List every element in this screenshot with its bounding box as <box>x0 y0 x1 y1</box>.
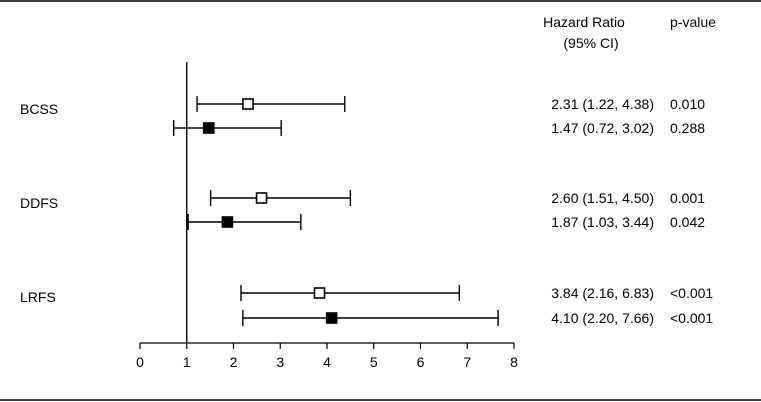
hazard-ratio-value: 1.47 (0.72, 3.02) <box>551 120 654 136</box>
point-estimate-open <box>242 98 254 110</box>
x-tick-label: 1 <box>183 354 191 370</box>
x-axis: 0 1 2 3 4 5 6 7 8 <box>136 342 518 370</box>
hazard-ratio-value: 2.60 (1.51, 4.50) <box>551 190 654 206</box>
p-value: <0.001 <box>670 310 713 326</box>
point-estimate-open <box>313 287 326 299</box>
point-estimate-filled <box>202 122 215 134</box>
p-value: 0.042 <box>670 214 705 230</box>
x-tick-label: 0 <box>136 354 144 370</box>
p-value: 0.001 <box>670 190 705 206</box>
group-label: DDFS <box>20 195 58 211</box>
p-value: 0.288 <box>670 120 705 136</box>
point-estimate-filled <box>221 216 234 228</box>
hazard-ratio-value: 2.31 (1.22, 4.38) <box>551 96 654 112</box>
x-tick-label: 7 <box>463 354 471 370</box>
hr-column-subheader: (95% CI) <box>563 35 618 51</box>
x-tick-label: 4 <box>323 354 331 370</box>
x-tick-label: 3 <box>276 354 284 370</box>
hazard-ratio-value: 3.84 (2.16, 6.83) <box>551 285 654 301</box>
point-estimate-filled <box>325 312 338 324</box>
estimate-rows: BCSS 2.31 (1.22, 4.38) 0.010 1.47 (0.72, 3.… <box>20 96 713 326</box>
point-estimate-open <box>255 192 268 204</box>
x-tick-label: 2 <box>230 354 238 370</box>
hazard-ratio-value: 1.87 (1.03, 3.44) <box>551 214 654 230</box>
group-label: LRFS <box>20 289 56 305</box>
x-tick-label: 6 <box>417 354 425 370</box>
p-value-column-header: p-value <box>670 14 716 30</box>
hazard-ratio-value: 4.10 (2.20, 7.66) <box>551 310 654 326</box>
x-tick-label: 5 <box>370 354 378 370</box>
p-value: <0.001 <box>670 285 713 301</box>
hr-column-header: Hazard Ratio <box>543 14 625 30</box>
group-label: BCSS <box>20 101 58 117</box>
p-value: 0.010 <box>670 96 705 112</box>
x-tick-label: 8 <box>510 354 518 370</box>
